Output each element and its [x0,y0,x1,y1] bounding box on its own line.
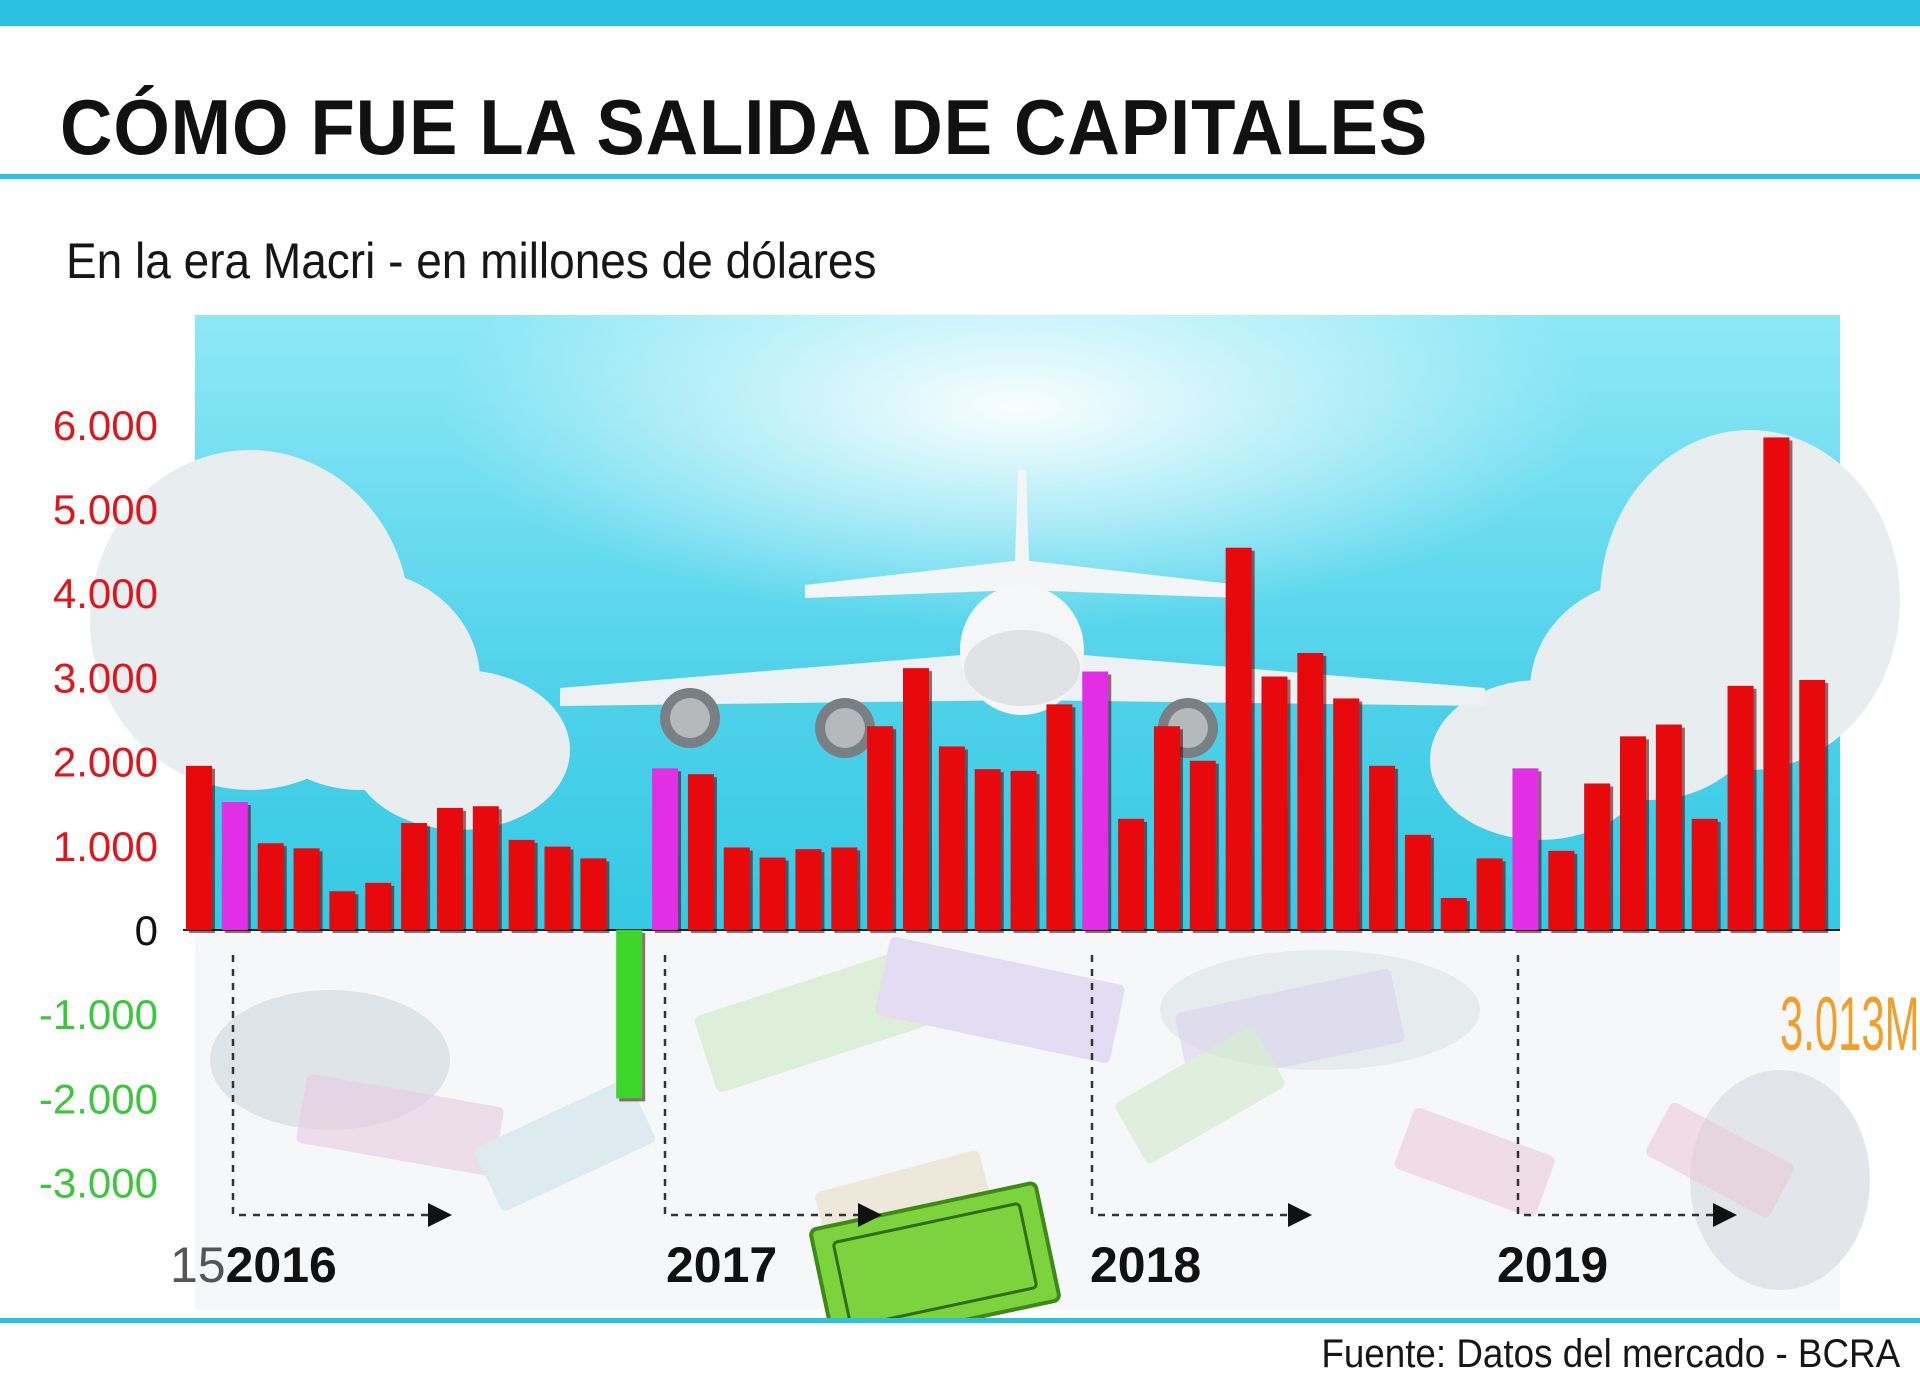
y-tick-label: -3.000 [39,1160,158,1207]
bar [1655,724,1682,930]
bar [1369,765,1396,930]
year-timeline-arrows [231,955,1725,1217]
bar [1476,858,1503,930]
source-credit: Fuente: Datos del mercado - BCRA [1321,1332,1900,1376]
bar [1333,698,1360,930]
bar [329,891,356,930]
bar [1189,760,1216,930]
bar [1261,676,1288,930]
y-tick-label: 4.000 [53,570,158,617]
bar [1225,547,1252,930]
y-tick-label: 3.000 [53,654,158,701]
bar [1620,736,1646,930]
bar [257,843,284,930]
year-text: 2019 [1497,1237,1608,1293]
y-tick-label: 0 [135,907,158,954]
bar [1404,834,1431,930]
title-divider [0,174,1920,179]
bar [795,849,822,930]
bar-year-start [221,802,248,930]
year-text: 2017 [666,1237,777,1293]
bar [723,847,750,930]
bar [544,846,571,930]
bar [1440,898,1467,930]
bar [508,839,535,930]
bar [365,882,392,930]
capital-flight-bar-chart: 6.000 5.000 4.000 3.000 2.000 1.000 0 -1.000 -2.… [39,315,1920,1320]
chart-subtitle: En la era Macri - en millones de dólares [66,233,877,289]
bar [867,726,894,930]
bar [436,807,463,930]
bar [687,774,714,930]
bar [1153,726,1180,930]
bar [1799,679,1826,930]
year-labels: 152016 2017 2018 2019 [170,1237,1608,1293]
chart-title: CÓMO FUE LA SALIDA DE CAPITALES [60,83,1429,171]
y-tick-label: 6.000 [53,402,158,449]
bar [401,823,428,930]
bar [1046,704,1073,930]
y-tick-label: -2.000 [39,1075,158,1122]
bar [1727,685,1754,930]
bar [903,668,929,930]
bar [974,769,1001,930]
banknote-100-illustration [809,1181,1061,1320]
year-prefix: 15 [170,1237,226,1293]
bar [1297,652,1324,930]
bar-year-start [1082,671,1109,930]
top-accent-bar [0,0,1920,26]
last-value-annotation: 3.013M. [1780,981,1920,1067]
y-tick-label: -1.000 [39,991,158,1038]
bar-negative [616,930,643,1099]
y-tick-label: 1.000 [53,823,158,870]
year-label-2016: 152016 [170,1237,337,1293]
bar-year-start [1512,768,1539,930]
bar-year-start [652,768,679,930]
year-text: 2016 [226,1237,337,1293]
bar [1118,818,1145,930]
y-axis-ticks: 6.000 5.000 4.000 3.000 2.000 1.000 0 -1.000 -2.… [39,402,158,1207]
bar [293,848,320,930]
bar [1010,770,1037,930]
bars [186,437,1829,1102]
y-tick-label: 5.000 [53,486,158,533]
y-tick-label: 2.000 [53,739,158,786]
bar [1691,818,1718,930]
bar [1584,783,1611,930]
year-text: 2018 [1090,1237,1201,1293]
arrow-heads [428,1203,1737,1227]
bar [759,857,786,930]
bar [580,858,607,930]
bar [938,746,965,930]
footer-divider [0,1318,1920,1323]
bar [1548,850,1575,930]
bar [831,847,858,930]
bar [472,806,499,930]
year-label-2019: 2019 [1497,1237,1608,1293]
year-label-2017: 2017 [666,1237,777,1293]
bar [186,765,212,930]
bar [1763,437,1790,930]
year-label-2018: 2018 [1090,1237,1201,1293]
